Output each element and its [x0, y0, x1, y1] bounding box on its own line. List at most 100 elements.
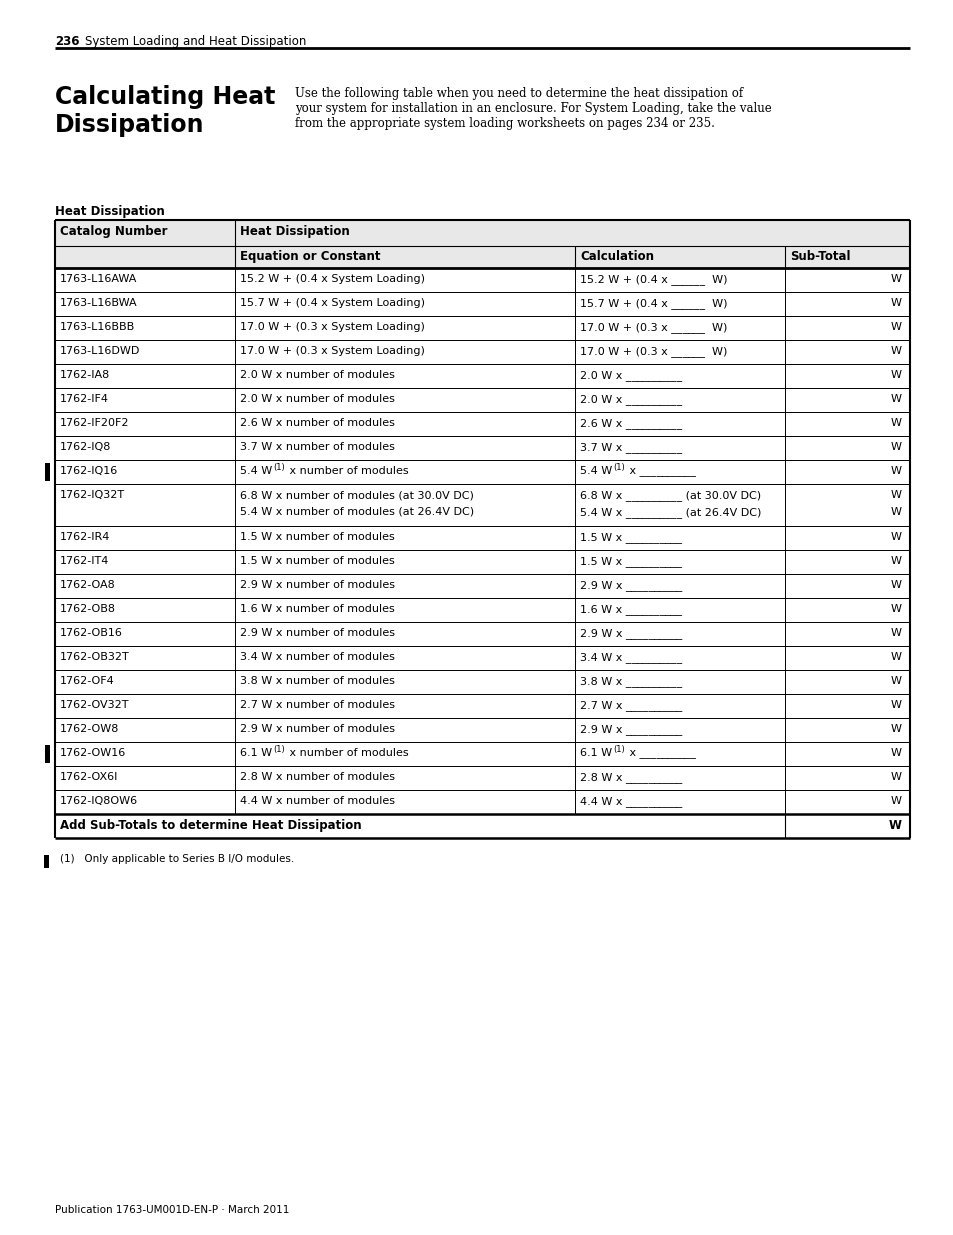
Text: 236: 236 — [55, 35, 79, 48]
Bar — [44, 855, 49, 868]
Bar — [45, 745, 50, 763]
Text: 1763-L16DWD: 1763-L16DWD — [60, 346, 140, 356]
Text: 2.8 W x __________: 2.8 W x __________ — [579, 772, 681, 783]
Text: W: W — [890, 490, 901, 500]
Text: 1762-OB16: 1762-OB16 — [60, 629, 123, 638]
Text: Use the following table when you need to determine the heat dissipation of
your : Use the following table when you need to… — [294, 86, 771, 130]
Text: x number of modules: x number of modules — [286, 748, 408, 758]
Text: W: W — [890, 700, 901, 710]
Text: W: W — [890, 508, 901, 517]
Text: 2.9 W x __________: 2.9 W x __________ — [579, 629, 681, 638]
Text: 15.7 W + (0.4 x System Loading): 15.7 W + (0.4 x System Loading) — [240, 298, 424, 308]
Text: 2.7 W x number of modules: 2.7 W x number of modules — [240, 700, 395, 710]
Text: (1)   Only applicable to Series B I/O modules.: (1) Only applicable to Series B I/O modu… — [60, 853, 294, 864]
Bar — [45, 463, 50, 480]
Text: W: W — [890, 394, 901, 404]
Text: Catalog Number: Catalog Number — [60, 225, 168, 238]
Text: (1): (1) — [613, 745, 624, 755]
Text: 2.7 W x __________: 2.7 W x __________ — [579, 700, 681, 711]
Text: W: W — [890, 370, 901, 380]
Text: 3.4 W x number of modules: 3.4 W x number of modules — [240, 652, 395, 662]
Text: 17.0 W + (0.3 x ______  W): 17.0 W + (0.3 x ______ W) — [579, 322, 726, 333]
Text: W: W — [890, 346, 901, 356]
Text: 1762-OX6I: 1762-OX6I — [60, 772, 118, 782]
Text: W: W — [890, 724, 901, 734]
Text: 2.0 W x number of modules: 2.0 W x number of modules — [240, 394, 395, 404]
Text: W: W — [890, 676, 901, 685]
Text: (1): (1) — [613, 463, 624, 472]
Text: W: W — [890, 466, 901, 475]
Text: Add Sub-Totals to determine Heat Dissipation: Add Sub-Totals to determine Heat Dissipa… — [60, 819, 361, 832]
Text: 1763-L16BWA: 1763-L16BWA — [60, 298, 137, 308]
Text: 3.7 W x number of modules: 3.7 W x number of modules — [240, 442, 395, 452]
Text: 1762-OW16: 1762-OW16 — [60, 748, 126, 758]
Text: Calculating Heat
Dissipation: Calculating Heat Dissipation — [55, 85, 275, 137]
Text: 5.4 W x number of modules (at 26.4V DC): 5.4 W x number of modules (at 26.4V DC) — [240, 508, 474, 517]
Text: Sub-Total: Sub-Total — [789, 249, 850, 263]
Text: Heat Dissipation: Heat Dissipation — [55, 205, 165, 219]
Text: x __________: x __________ — [625, 748, 695, 758]
Text: 1.5 W x number of modules: 1.5 W x number of modules — [240, 532, 395, 542]
Text: 2.9 W x number of modules: 2.9 W x number of modules — [240, 580, 395, 590]
Text: 1762-IR4: 1762-IR4 — [60, 532, 111, 542]
Text: 1762-OB32T: 1762-OB32T — [60, 652, 130, 662]
Text: 1762-IQ16: 1762-IQ16 — [60, 466, 118, 475]
Text: W: W — [890, 532, 901, 542]
Text: 2.9 W x number of modules: 2.9 W x number of modules — [240, 724, 395, 734]
Text: 1.5 W x __________: 1.5 W x __________ — [579, 532, 681, 543]
Text: 1762-IQ32T: 1762-IQ32T — [60, 490, 125, 500]
Text: 1763-L16AWA: 1763-L16AWA — [60, 274, 137, 284]
Text: Heat Dissipation: Heat Dissipation — [240, 225, 350, 238]
Text: 1762-OV32T: 1762-OV32T — [60, 700, 130, 710]
Text: Equation or Constant: Equation or Constant — [240, 249, 380, 263]
Text: 1762-OA8: 1762-OA8 — [60, 580, 115, 590]
Text: 1762-OB8: 1762-OB8 — [60, 604, 116, 614]
Text: 1.5 W x number of modules: 1.5 W x number of modules — [240, 556, 395, 566]
Text: W: W — [890, 556, 901, 566]
Text: 6.8 W x number of modules (at 30.0V DC): 6.8 W x number of modules (at 30.0V DC) — [240, 490, 474, 500]
Text: 17.0 W + (0.3 x System Loading): 17.0 W + (0.3 x System Loading) — [240, 346, 424, 356]
Text: 2.0 W x __________: 2.0 W x __________ — [579, 394, 681, 405]
Text: 3.7 W x __________: 3.7 W x __________ — [579, 442, 681, 453]
Text: 3.4 W x __________: 3.4 W x __________ — [579, 652, 681, 663]
Text: 1762-IQ8: 1762-IQ8 — [60, 442, 112, 452]
Text: 15.2 W + (0.4 x System Loading): 15.2 W + (0.4 x System Loading) — [240, 274, 424, 284]
Text: 1762-IF20F2: 1762-IF20F2 — [60, 417, 130, 429]
Text: 1.6 W x number of modules: 1.6 W x number of modules — [240, 604, 395, 614]
Text: 1762-IF4: 1762-IF4 — [60, 394, 109, 404]
Text: Calculation: Calculation — [579, 249, 654, 263]
Text: 1.5 W x __________: 1.5 W x __________ — [579, 556, 681, 567]
Text: 2.0 W x __________: 2.0 W x __________ — [579, 370, 681, 380]
Text: W: W — [890, 298, 901, 308]
Text: W: W — [890, 274, 901, 284]
Text: W: W — [890, 604, 901, 614]
Text: 3.8 W x __________: 3.8 W x __________ — [579, 676, 681, 687]
Bar — [55, 246, 909, 268]
Text: 2.9 W x number of modules: 2.9 W x number of modules — [240, 629, 395, 638]
Text: 1762-IA8: 1762-IA8 — [60, 370, 111, 380]
Text: 1.6 W x __________: 1.6 W x __________ — [579, 604, 681, 615]
Text: 4.4 W x number of modules: 4.4 W x number of modules — [240, 797, 395, 806]
Text: 1762-IQ8OW6: 1762-IQ8OW6 — [60, 797, 138, 806]
Text: W: W — [890, 629, 901, 638]
Text: 6.8 W x __________ (at 30.0V DC): 6.8 W x __________ (at 30.0V DC) — [579, 490, 760, 501]
Text: 2.0 W x number of modules: 2.0 W x number of modules — [240, 370, 395, 380]
Text: 5.4 W: 5.4 W — [579, 466, 612, 475]
Text: 2.6 W x __________: 2.6 W x __________ — [579, 417, 681, 429]
Text: W: W — [890, 417, 901, 429]
Text: W: W — [890, 322, 901, 332]
Text: 1762-OW8: 1762-OW8 — [60, 724, 119, 734]
Text: 3.8 W x number of modules: 3.8 W x number of modules — [240, 676, 395, 685]
Text: W: W — [888, 819, 901, 832]
Text: 2.6 W x number of modules: 2.6 W x number of modules — [240, 417, 395, 429]
Text: 15.2 W + (0.4 x ______  W): 15.2 W + (0.4 x ______ W) — [579, 274, 727, 285]
Text: W: W — [890, 580, 901, 590]
Text: x __________: x __________ — [625, 466, 695, 475]
Text: 4.4 W x __________: 4.4 W x __________ — [579, 797, 681, 806]
Text: W: W — [890, 442, 901, 452]
Text: 1762-IT4: 1762-IT4 — [60, 556, 110, 566]
Bar — [55, 220, 909, 246]
Text: 1762-OF4: 1762-OF4 — [60, 676, 114, 685]
Text: 15.7 W + (0.4 x ______  W): 15.7 W + (0.4 x ______ W) — [579, 298, 727, 309]
Text: 17.0 W + (0.3 x ______  W): 17.0 W + (0.3 x ______ W) — [579, 346, 726, 357]
